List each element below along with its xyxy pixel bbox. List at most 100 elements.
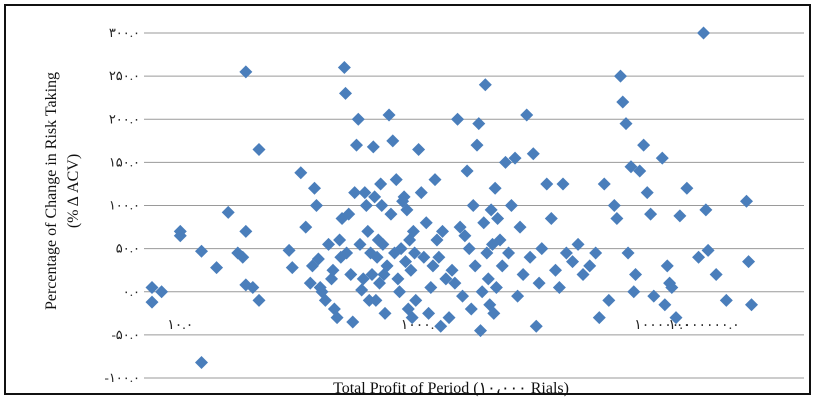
y-tick-label: ۵۰.۰ (116, 241, 140, 256)
data-point (520, 108, 534, 122)
data-point (680, 181, 694, 195)
data-point (299, 220, 313, 234)
data-point (376, 237, 390, 251)
data-point (526, 147, 540, 161)
data-point (439, 272, 453, 286)
data-point (477, 216, 491, 230)
data-point (426, 259, 440, 273)
data-point (535, 242, 549, 256)
data-point (369, 293, 383, 307)
data-point (236, 250, 250, 264)
data-point (412, 142, 426, 156)
data-point (391, 272, 405, 286)
data-point (456, 289, 470, 303)
data-point (348, 186, 362, 200)
data-point (346, 315, 360, 329)
y-tick-label: ۳۰۰.۰ (109, 25, 140, 40)
data-point (221, 205, 235, 219)
data-point (552, 280, 566, 294)
data-point (368, 190, 382, 204)
data-point (374, 177, 388, 191)
data-point (513, 220, 527, 234)
data-point (549, 263, 563, 277)
y-tick-label: ۲۰۰.۰ (109, 111, 140, 126)
data-point (458, 229, 472, 243)
data-point (742, 255, 756, 269)
data-point (619, 117, 633, 131)
data-point (246, 280, 260, 294)
data-point (409, 293, 423, 307)
data-point (472, 117, 486, 131)
x-tick-label: ۱۰.۰ (167, 318, 193, 333)
data-point (597, 177, 611, 191)
data-point (333, 233, 347, 247)
y-tick-label: ۲۵۰.۰ (109, 68, 140, 83)
y-tick-label: -۱۰۰.۰ (104, 370, 140, 385)
data-point (473, 324, 487, 338)
data-point (673, 209, 687, 223)
data-point (434, 319, 448, 333)
data-point (602, 293, 616, 307)
data-point (362, 293, 376, 307)
data-point (394, 242, 408, 256)
data-point (576, 268, 590, 281)
data-point (627, 285, 641, 299)
data-point (405, 311, 419, 325)
data-point (318, 293, 332, 307)
data-point (252, 293, 266, 307)
data-point (633, 164, 647, 178)
data-point (417, 250, 431, 264)
data-point (356, 272, 370, 286)
data-point (370, 250, 384, 264)
data-point (351, 112, 365, 126)
data-point (397, 190, 411, 204)
data-point (358, 186, 372, 200)
data-point (194, 244, 208, 258)
chart-frame: ۳۰۰.۰ ۲۵۰.۰ ۲۰۰.۰ ۱۵۰.۰ ۱۰۰.۰ ۵۰.۰ ۰.۰ -۵۰.۰ -۱۰… (4, 4, 811, 397)
scatter-chart: ۳۰۰.۰ ۲۵۰.۰ ۲۰۰.۰ ۱۵۰.۰ ۱۰۰.۰ ۵۰.۰ ۰.۰ -۵۰.۰ -۱۰… (43, 25, 804, 397)
data-point (326, 263, 340, 277)
data-point (353, 237, 367, 251)
data-point (282, 243, 296, 257)
data-point (669, 311, 683, 325)
y-tick-label: ۱۵۰.۰ (109, 154, 140, 169)
data-point (719, 293, 733, 307)
data-point (365, 268, 379, 281)
data-point (592, 311, 606, 325)
data-point (504, 199, 518, 212)
data-point (344, 268, 358, 281)
data-point (422, 306, 436, 320)
data-point (322, 237, 336, 251)
data-point (308, 181, 322, 195)
data-point (566, 255, 580, 269)
data-point (375, 199, 389, 212)
data-point (637, 138, 651, 152)
data-point (311, 252, 325, 266)
data-point (386, 134, 400, 148)
data-point (194, 355, 208, 369)
data-point (325, 272, 339, 286)
y-tick-label: ۰.۰ (123, 284, 140, 299)
data-point (303, 276, 317, 290)
data-point (529, 319, 543, 333)
y-axis-title-line1: Percentage of Change in Risk Taking (43, 72, 60, 310)
data-point (340, 246, 354, 260)
data-point (508, 151, 522, 165)
data-point (404, 263, 418, 277)
data-point (359, 199, 373, 212)
data-point (309, 199, 323, 212)
data-point (544, 211, 558, 225)
data-point (475, 285, 489, 299)
data-point (523, 250, 537, 264)
data-point (400, 203, 414, 217)
data-point (239, 65, 253, 79)
data-point (484, 203, 498, 217)
data-point (613, 69, 627, 83)
data-point (660, 259, 674, 273)
data-point (491, 211, 505, 225)
data-point (445, 263, 459, 277)
data-point (252, 142, 266, 156)
data-point (489, 280, 503, 294)
data-point (692, 250, 706, 264)
